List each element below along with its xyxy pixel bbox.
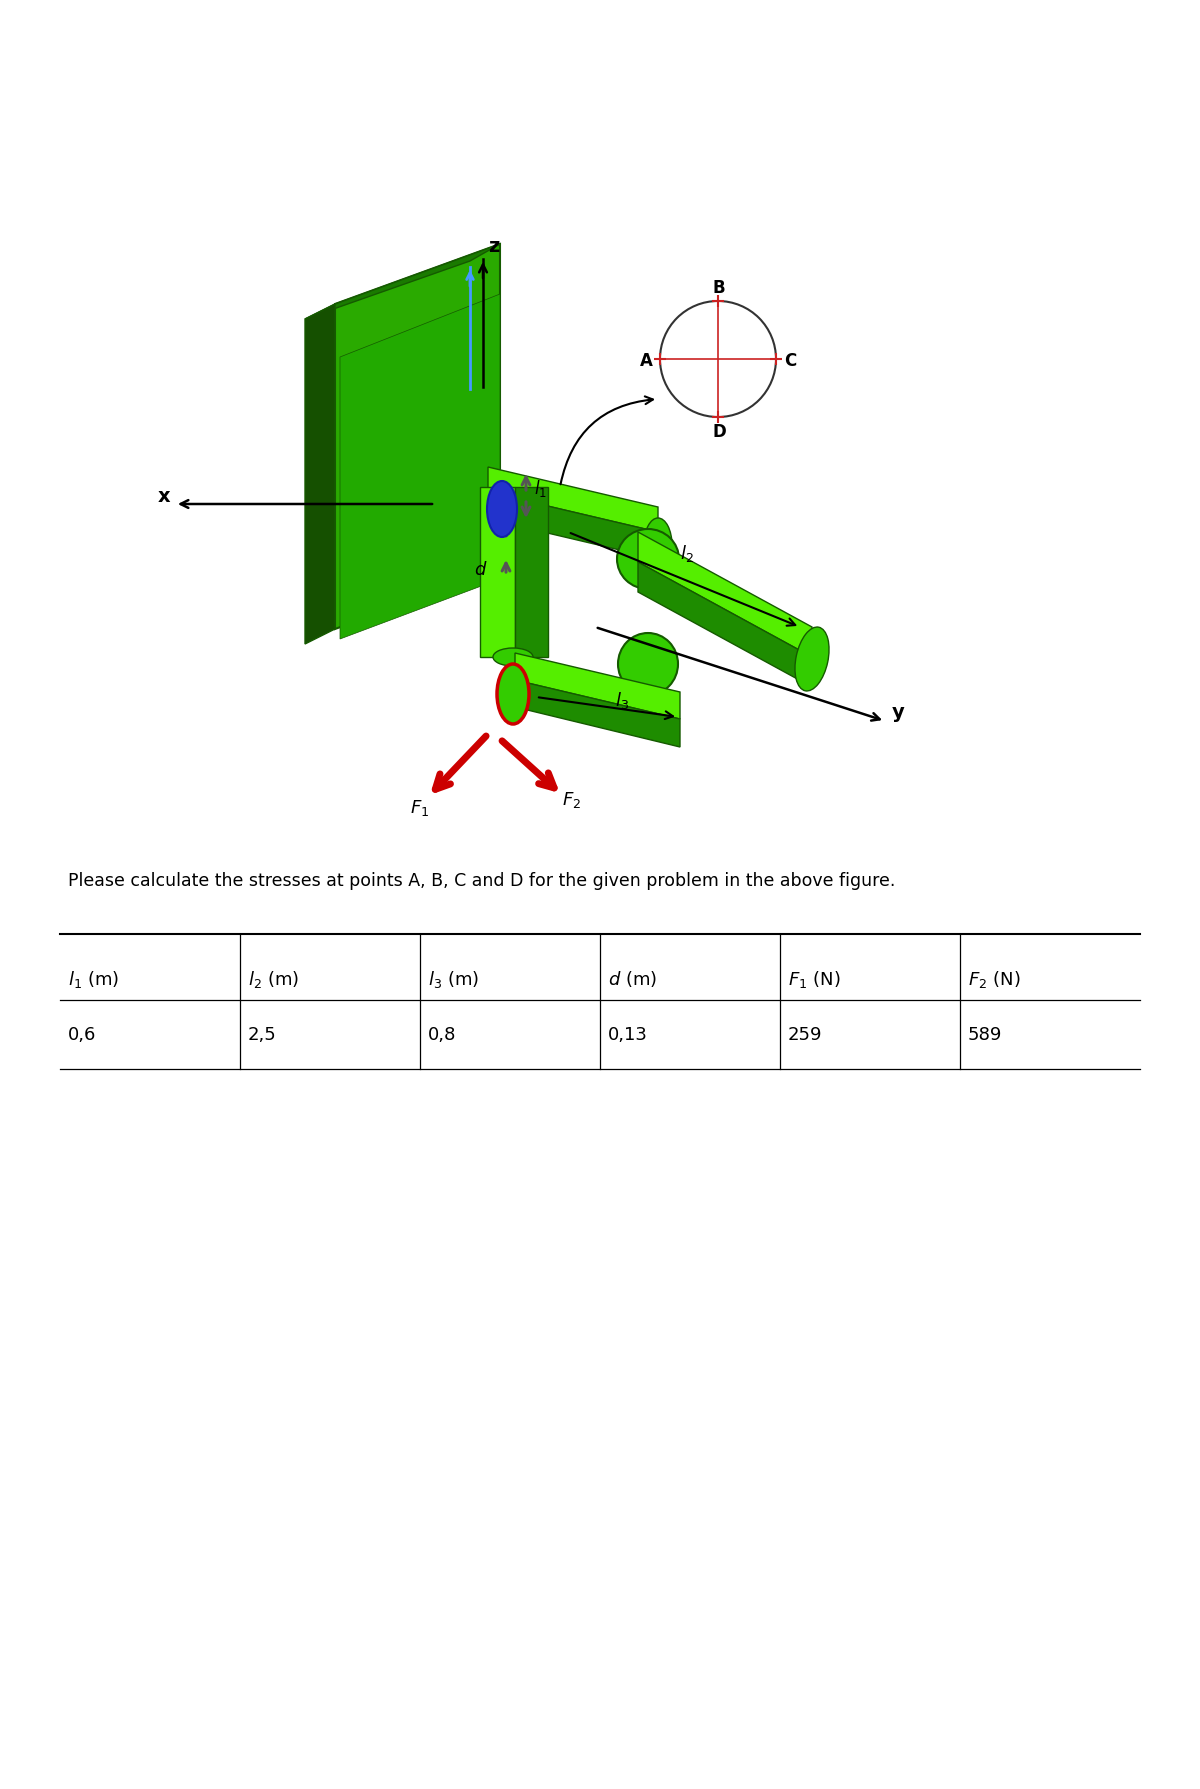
Text: 0,8: 0,8 xyxy=(428,1025,456,1043)
Text: A: A xyxy=(640,352,653,370)
Text: $F_1$: $F_1$ xyxy=(410,798,430,818)
Ellipse shape xyxy=(493,649,533,667)
Ellipse shape xyxy=(618,633,678,696)
Text: $F_2$: $F_2$ xyxy=(562,789,581,810)
Text: x: x xyxy=(158,487,170,506)
Polygon shape xyxy=(638,564,812,687)
Text: $l_3$ (m): $l_3$ (m) xyxy=(428,968,479,989)
Text: $l_1$: $l_1$ xyxy=(534,478,547,497)
Text: $l_2$ (m): $l_2$ (m) xyxy=(248,968,299,989)
Text: C: C xyxy=(784,352,796,370)
Text: D: D xyxy=(712,422,726,440)
Polygon shape xyxy=(340,295,500,640)
Ellipse shape xyxy=(617,530,679,590)
Text: $l_1$ (m): $l_1$ (m) xyxy=(68,968,119,989)
Text: $d$ (m): $d$ (m) xyxy=(608,968,658,989)
FancyArrowPatch shape xyxy=(560,397,653,485)
Text: 259: 259 xyxy=(788,1025,822,1043)
Text: 0,6: 0,6 xyxy=(68,1025,96,1043)
Polygon shape xyxy=(638,533,812,658)
Ellipse shape xyxy=(794,628,829,692)
Text: d: d xyxy=(474,560,485,578)
Polygon shape xyxy=(305,304,335,644)
Text: z: z xyxy=(488,236,499,256)
Text: 2,5: 2,5 xyxy=(248,1025,277,1043)
Polygon shape xyxy=(305,245,500,320)
Text: 589: 589 xyxy=(968,1025,1002,1043)
Text: B: B xyxy=(713,279,725,297)
Ellipse shape xyxy=(487,481,517,538)
Ellipse shape xyxy=(644,519,672,572)
Polygon shape xyxy=(515,680,680,748)
Ellipse shape xyxy=(497,666,529,725)
Polygon shape xyxy=(335,245,500,630)
Polygon shape xyxy=(515,653,680,719)
Text: y: y xyxy=(892,703,905,721)
Text: Please calculate the stresses at points A, B, C and D for the given problem in t: Please calculate the stresses at points … xyxy=(68,871,895,889)
Polygon shape xyxy=(480,488,515,658)
Polygon shape xyxy=(488,492,658,560)
Text: 0,13: 0,13 xyxy=(608,1025,648,1043)
Text: $F_2$ (N): $F_2$ (N) xyxy=(968,968,1020,989)
Text: $F_1$ (N): $F_1$ (N) xyxy=(788,968,840,989)
Text: $l_3$: $l_3$ xyxy=(616,689,629,710)
Polygon shape xyxy=(515,488,548,658)
Polygon shape xyxy=(488,467,658,533)
Text: $l_2$: $l_2$ xyxy=(680,542,694,564)
